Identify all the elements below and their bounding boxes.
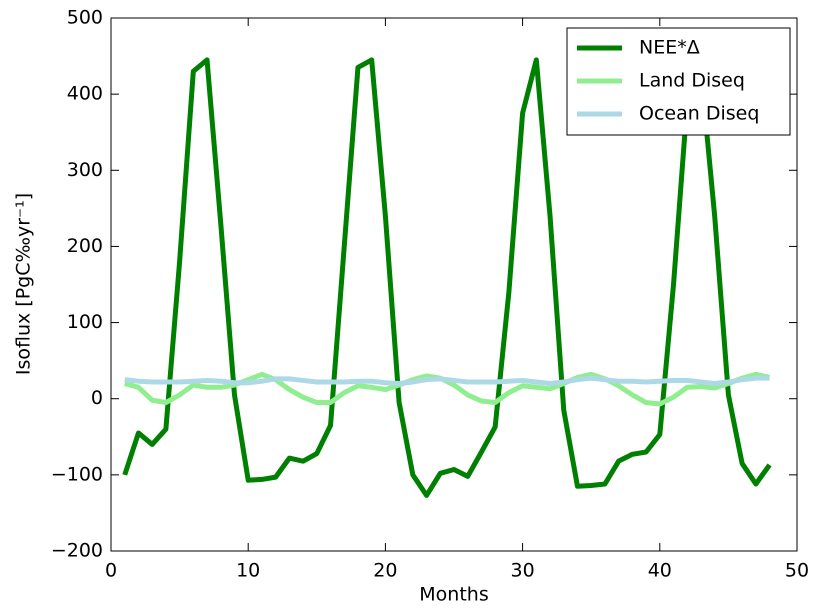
y-tick-label: 300 (67, 159, 103, 181)
line-series (124, 375, 770, 386)
y-tick-label: 500 (67, 7, 103, 29)
x-axis-label: Months (419, 584, 488, 606)
legend-label: Ocean Diseq (639, 103, 759, 125)
line-series (122, 57, 772, 498)
y-tick-label: 100 (67, 311, 103, 333)
y-tick-label: −100 (51, 463, 103, 485)
x-tick-label: 0 (105, 560, 117, 582)
x-tick-label: 20 (373, 560, 397, 582)
plot-frame (110, 17, 798, 552)
x-tick-label: 50 (785, 560, 809, 582)
y-tick-label: 0 (91, 387, 103, 409)
x-tick-label: 30 (511, 560, 535, 582)
y-tick-label: −200 (51, 540, 103, 562)
legend-label: NEE*Δ (639, 37, 700, 59)
y-axis-label: Isoflux [PgC‰yr⁻¹] (13, 193, 35, 375)
y-tick-label: 200 (67, 235, 103, 257)
x-tick-label: 40 (648, 560, 672, 582)
y-tick-label: 400 (67, 83, 103, 105)
x-tick-label: 10 (236, 560, 260, 582)
legend-label: Land Diseq (639, 70, 745, 92)
